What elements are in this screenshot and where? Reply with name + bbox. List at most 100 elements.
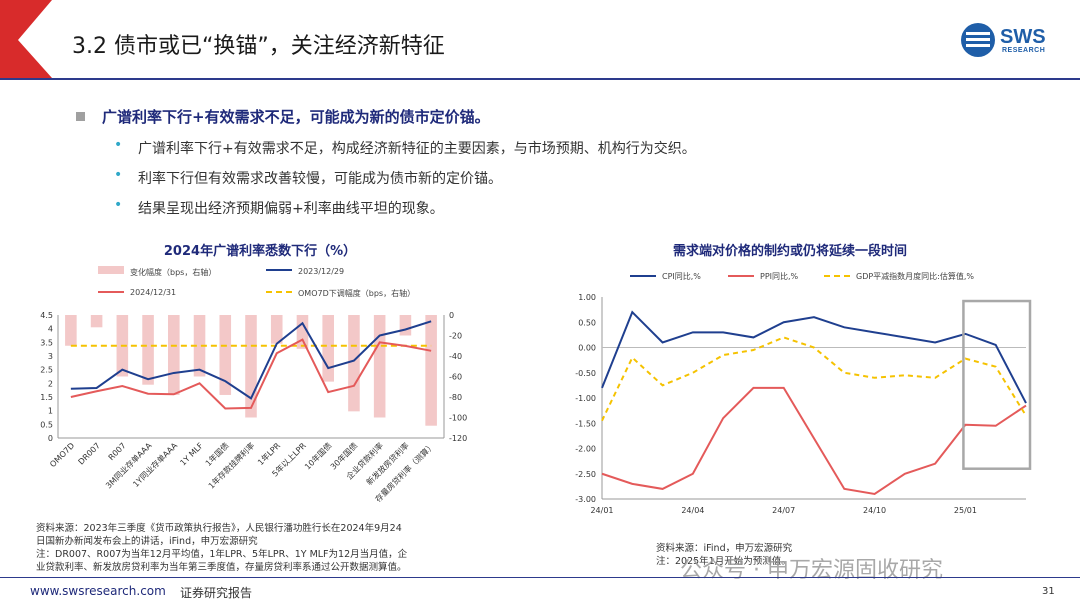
left-y-tick-label: 1 — [48, 407, 53, 416]
line-2024 — [70, 338, 432, 410]
x-tick-label: 10年国债 — [302, 440, 333, 471]
line-2023 — [70, 320, 432, 400]
bullet-dot-icon: • — [114, 167, 123, 183]
y-tick-label: -2.50 — [575, 470, 596, 479]
right-chart-title: 需求端对价格的制约或仍将延续一段时间 — [672, 244, 907, 259]
legend-swatch-omo — [266, 291, 292, 293]
gdp-deflator-line — [601, 336, 1027, 422]
legend-label-cpi: CPI同比,% — [662, 272, 701, 281]
bar-change — [348, 315, 360, 412]
x-tick-label: 1年存款挂牌利率 — [206, 440, 256, 490]
right-chart: 1.00 0.50 0.00 -0.50 -1.00 -1.50 -2.00 -2.50 -3.… — [575, 293, 1032, 515]
y-tick-label: 0.00 — [578, 344, 596, 353]
sws-logo-icon — [961, 23, 995, 57]
left-source-note: 资料来源：2023年三季度《货币政策执行报告》，人民银行潘功胜行长在2024年9… — [36, 522, 506, 574]
left-y-tick-label: 3.5 — [40, 338, 53, 347]
bullet-dot-icon: • — [114, 137, 123, 153]
y-tick-label: -1.50 — [575, 419, 596, 428]
legend-swatch-2024 — [98, 291, 124, 293]
left-y-tick-label: 4.5 — [40, 311, 53, 320]
left-y-tick-label: 1.5 — [40, 393, 53, 402]
legend-swatch-bar — [98, 266, 124, 274]
sub-bullet-3: 结果呈现出经济预期偏弱+利率曲线平坦的现象。 — [138, 201, 444, 217]
left-y-tick-label: 3 — [48, 352, 53, 361]
square-bullet-icon — [76, 112, 85, 121]
x-tick-label: 25/01 — [954, 506, 977, 515]
x-tick-label: OMO7D — [48, 441, 76, 469]
bar-change — [399, 315, 412, 336]
footer-url-link[interactable]: www.swsresearch.com — [30, 584, 166, 598]
legend-label-gdp: GDP平减指数月度同比:估算值,% — [856, 272, 975, 281]
page-title: 3.2 债市或已“换锚”，关注经济新特征 — [72, 34, 445, 59]
right-y-tick-label: -100 — [449, 414, 467, 423]
right-y-tick-label: -120 — [449, 434, 467, 443]
x-tick-label: DR007 — [77, 441, 102, 466]
right-y-tick-label: 0 — [449, 311, 454, 320]
bar-change — [425, 315, 437, 426]
right-y-tick-label: -40 — [449, 352, 462, 361]
forecast-highlight-box — [962, 299, 1032, 470]
x-tick-label: 24/04 — [681, 506, 704, 515]
left-chart: 0 0.5 1 1.5 2 2.5 3 3.5 4 4.5 -120 -100 -80 -60 -40 -20… — [40, 311, 467, 504]
left-source-line: 资料来源：2023年三季度《货币政策执行报告》，人民银行潘功胜行长在2024年9… — [36, 523, 402, 534]
sub-bullet-2: 利率下行但有效需求改善较慢，可能成为债市新的定价锚。 — [138, 171, 502, 187]
x-tick-label: 24/01 — [590, 506, 613, 515]
left-y-tick-label: 0 — [48, 434, 53, 443]
x-tick-label: 24/10 — [863, 506, 886, 515]
footer-divider — [0, 577, 1080, 578]
legend-label-ppi: PPI同比,% — [760, 272, 799, 281]
left-source-line: 日国新办新闻发布会上的讲话，iFind，申万宏源研究 — [36, 536, 258, 547]
bar-change — [168, 315, 180, 395]
bar-change — [270, 315, 283, 344]
logo-text: SWS — [1000, 26, 1046, 48]
footer-label: 证券研究报告 — [180, 586, 253, 600]
x-tick-label: 3M同业存单AAA — [103, 440, 153, 490]
legend-label-omo: OMO7D下调幅度（bps，右轴） — [298, 289, 416, 298]
legend-swatch-cpi — [630, 275, 656, 277]
x-tick-label: 1Y同业存单AAA — [131, 440, 180, 489]
right-y-tick-label: -20 — [449, 332, 462, 341]
watermark: 公众号 · 申万宏源固收研究 — [680, 558, 943, 583]
y-tick-label: -3.00 — [575, 495, 596, 504]
right-source-line: 资料来源：iFind，申万宏源研究 — [656, 543, 793, 554]
x-tick-label: 1Y MLF — [178, 441, 205, 468]
bar-change — [142, 315, 154, 385]
x-tick-label: 24/07 — [772, 506, 795, 515]
legend-swatch-gdp — [824, 275, 850, 277]
bar-change — [373, 315, 386, 418]
logo-subtext: RESEARCH — [1002, 47, 1046, 54]
x-tick-label: R007 — [107, 441, 128, 462]
left-source-line: 业贷款利率、新发放房贷利率为当年第三季度值，存量房贷利率系通过公开数据测算值。 — [36, 562, 407, 573]
cpi-line — [601, 310, 1027, 404]
y-tick-label: -1.00 — [575, 394, 596, 403]
legend-label-change: 变化幅度（bps，右轴） — [130, 268, 217, 277]
bar-change — [296, 315, 309, 349]
page-number: 31 — [1042, 586, 1055, 597]
left-source-line: 注：DR007、R007为当年12月平均值，1年LPR、5年LPR、1Y MLF… — [36, 549, 408, 560]
legend-swatch-ppi — [728, 275, 754, 277]
right-source-line: 注：2025年1月开始为预测值。 — [656, 556, 791, 567]
bar-change — [322, 315, 334, 382]
legend-label-2023: 2023/12/29 — [298, 267, 345, 276]
bar-change — [65, 315, 77, 346]
bar-change — [245, 315, 257, 418]
header-divider — [0, 78, 1080, 80]
y-tick-label: -0.50 — [575, 369, 596, 378]
left-y-tick-label: 0.5 — [40, 420, 53, 429]
right-y-tick-label: -80 — [449, 393, 462, 402]
legend-swatch-2023 — [266, 269, 292, 271]
left-y-tick-label: 4 — [48, 325, 53, 334]
y-tick-label: 0.50 — [578, 318, 596, 327]
bar-change — [193, 315, 206, 377]
bullet-dot-icon: • — [114, 197, 123, 213]
bar-change — [219, 315, 232, 395]
bar-change — [90, 315, 103, 328]
left-y-tick-label: 2.5 — [40, 366, 53, 375]
header-red-wedge — [0, 0, 52, 78]
right-y-tick-label: -60 — [449, 373, 462, 382]
y-tick-label: 1.00 — [578, 293, 596, 302]
y-tick-label: -2.00 — [575, 445, 596, 454]
header-wedge-shape — [0, 0, 52, 78]
sub-bullet-1: 广谱利率下行+有效需求不足，构成经济新特征的主要因素，与市场预期、机构行为交织。 — [138, 141, 696, 157]
